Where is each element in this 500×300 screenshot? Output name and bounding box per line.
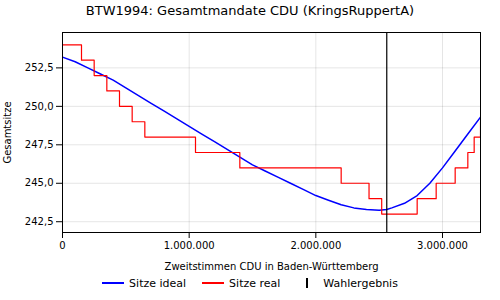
svg-text:Zweitstimmen CDU in Baden-Würt: Zweitstimmen CDU in Baden-Württemberg bbox=[165, 261, 379, 272]
svg-text:245,0: 245,0 bbox=[25, 177, 54, 188]
svg-text:250,0: 250,0 bbox=[25, 101, 54, 112]
svg-text:Gesamtsitze: Gesamtsitze bbox=[2, 101, 13, 163]
svg-text:242,5: 242,5 bbox=[25, 216, 54, 227]
html-text:Wahlergebnis: Wahlergebnis bbox=[323, 276, 398, 290]
svg-text:252,5: 252,5 bbox=[25, 62, 54, 73]
svg-text:2.000.000: 2.000.000 bbox=[290, 240, 341, 251]
svg-text:247,5: 247,5 bbox=[25, 139, 54, 150]
html-text:BTW1994: Gesamtmandate CDU (Kr: BTW1994: Gesamtmandate CDU (KringsRupper… bbox=[85, 3, 415, 18]
svg-text:3.000.000: 3.000.000 bbox=[417, 240, 468, 251]
svg-text:0: 0 bbox=[59, 240, 65, 251]
html-text:Sitze ideal: Sitze ideal bbox=[129, 276, 187, 290]
svg-text:1.000.000: 1.000.000 bbox=[164, 240, 215, 251]
html-text:Sitze real: Sitze real bbox=[229, 276, 281, 290]
